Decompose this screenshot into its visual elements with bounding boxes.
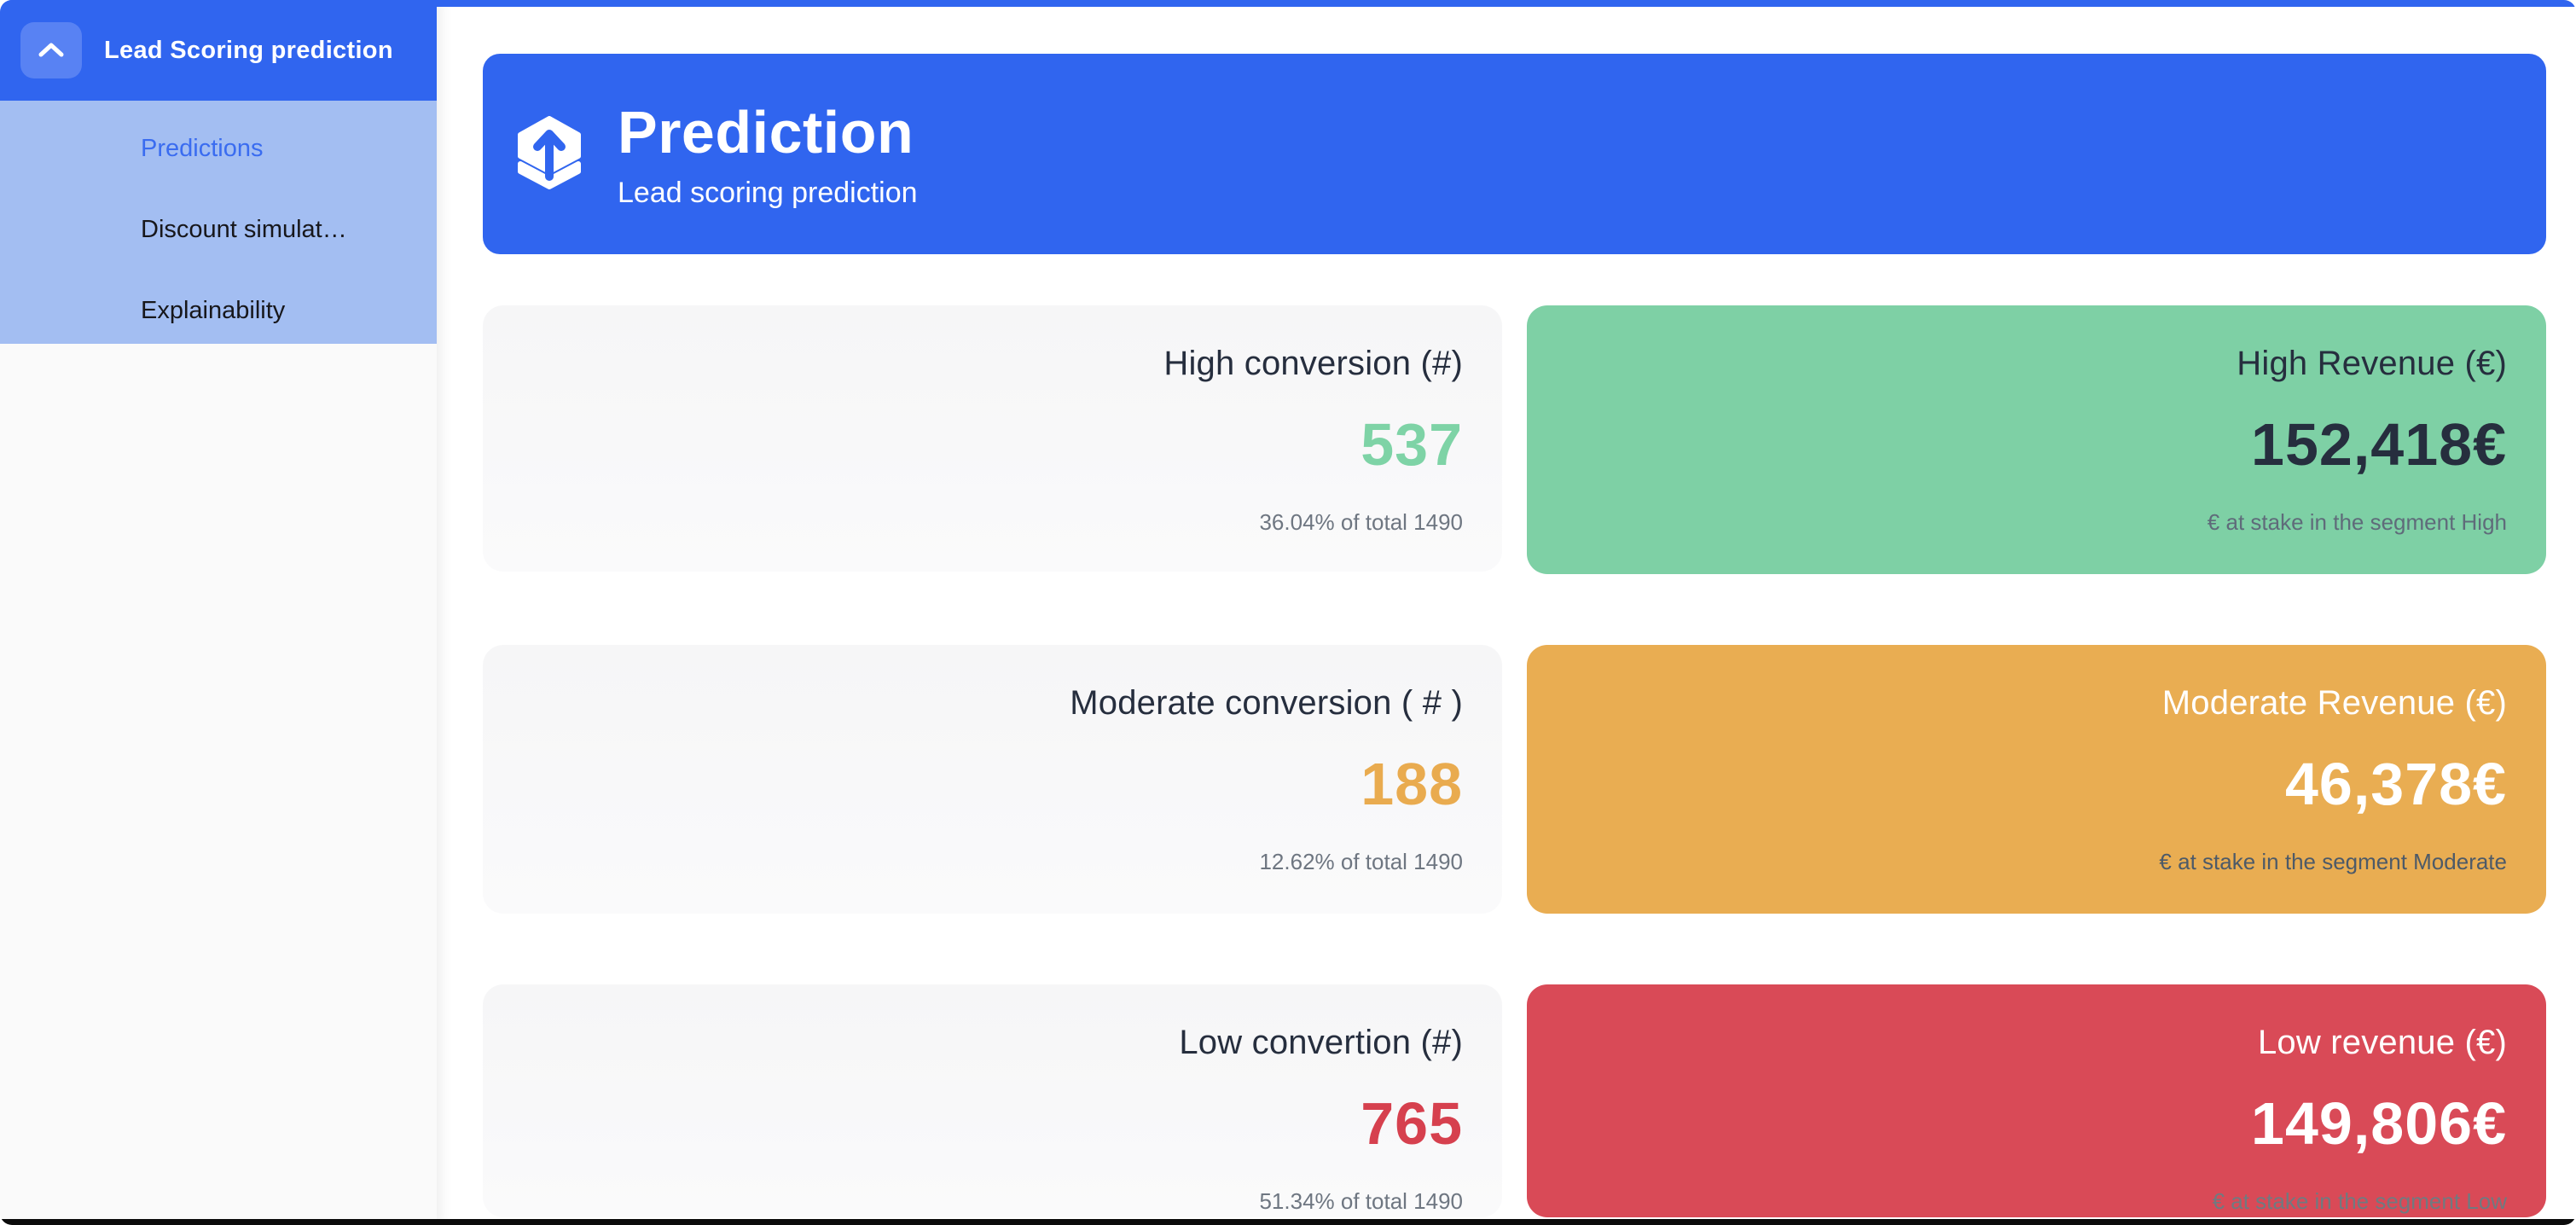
- card-subtitle: € at stake in the segment Moderate: [2159, 849, 2507, 874]
- card-high-revenue: High Revenue (€) 152,418€ € at stake in …: [1527, 305, 2546, 574]
- page-subtitle: Lead scoring prediction: [618, 177, 918, 209]
- card-value: 152,418€: [2251, 411, 2507, 478]
- sidebar: Lead Scoring prediction Predictions Disc…: [0, 0, 437, 1225]
- card-subtitle: 12.62% of total 1490: [1259, 849, 1463, 874]
- card-moderate-conversion: Moderate conversion ( # ) 188 12.62% of …: [483, 645, 1502, 914]
- card-high-conversion: High conversion (#) 537 36.04% of total …: [483, 305, 1502, 572]
- page-header-text: Prediction Lead scoring prediction: [618, 98, 918, 210]
- box-arrow-up-icon: [513, 115, 585, 193]
- card-subtitle: € at stake in the segment High: [2207, 509, 2507, 535]
- sidebar-item-label: Explainability: [141, 297, 286, 324]
- card-value: 149,806€: [2251, 1090, 2507, 1157]
- chevron-up-icon: [35, 40, 67, 61]
- page-header-card: Prediction Lead scoring prediction: [483, 54, 2546, 254]
- sidebar-item-discount-simulator[interactable]: Discount simulat…: [0, 189, 437, 270]
- page-title: Prediction: [618, 99, 914, 165]
- card-subtitle: 36.04% of total 1490: [1259, 509, 1463, 535]
- sidebar-header: Lead Scoring prediction: [0, 0, 437, 101]
- sidebar-menu: Predictions Discount simulat… Explainabi…: [0, 101, 437, 344]
- window-bottom-edge: [0, 1219, 2576, 1225]
- card-title: Low convertion (#): [1179, 1024, 1463, 1061]
- card-value: 188: [1361, 751, 1463, 817]
- collapse-sidebar-button[interactable]: [20, 22, 82, 78]
- card-low-revenue: Low revenue (€) 149,806€ € at stake in t…: [1527, 984, 2546, 1217]
- card-title: High conversion (#): [1163, 345, 1463, 382]
- sidebar-item-predictions[interactable]: Predictions: [0, 108, 437, 189]
- sidebar-item-label: Predictions: [141, 135, 264, 162]
- card-title: Moderate Revenue (€): [2161, 684, 2507, 722]
- card-value: 46,378€: [2284, 751, 2507, 817]
- sidebar-item-explainability[interactable]: Explainability: [0, 270, 437, 351]
- sidebar-item-label: Discount simulat…: [141, 216, 347, 243]
- card-title: Low revenue (€): [2257, 1024, 2507, 1061]
- card-subtitle: € at stake in the segment Low: [2212, 1188, 2507, 1214]
- card-title: High Revenue (€): [2237, 345, 2507, 382]
- card-title: Moderate conversion ( # ): [1070, 684, 1463, 722]
- card-value: 765: [1361, 1090, 1463, 1157]
- card-low-conversion: Low convertion (#) 765 51.34% of total 1…: [483, 984, 1502, 1217]
- card-moderate-revenue: Moderate Revenue (€) 46,378€ € at stake …: [1527, 645, 2546, 914]
- card-value: 537: [1361, 411, 1463, 478]
- top-accent-bar: [0, 0, 2576, 7]
- sidebar-app-title: Lead Scoring prediction: [104, 36, 393, 64]
- card-subtitle: 51.34% of total 1490: [1259, 1188, 1463, 1214]
